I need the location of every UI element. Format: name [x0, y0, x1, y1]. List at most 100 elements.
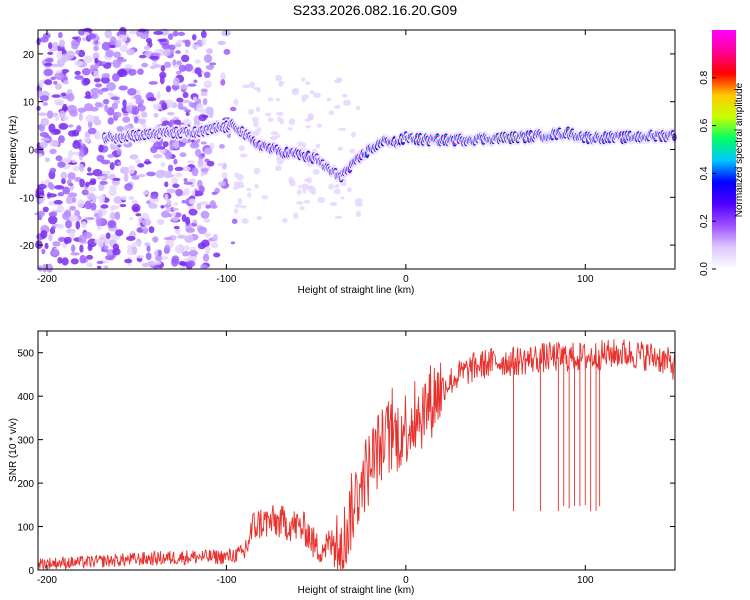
speckle-blob [107, 153, 115, 159]
speckle-blob [72, 36, 79, 40]
speckle-blob [55, 69, 62, 74]
speckle-blob [252, 120, 259, 128]
speckle-blob [181, 200, 186, 204]
speckle-blob [303, 199, 311, 204]
speckle-blob [129, 217, 134, 221]
speckle-blob [349, 148, 356, 154]
speckle-blob [99, 180, 108, 186]
speckle-blob [100, 204, 109, 209]
speckle-blob [89, 64, 96, 73]
speckle-blob [46, 263, 54, 273]
speckle-blob [124, 258, 133, 264]
speckle-blob [82, 37, 87, 41]
speckle-blob [107, 92, 113, 96]
speckle-blob [267, 97, 274, 102]
speckle-blob [51, 94, 61, 98]
speckle-blob [296, 189, 302, 196]
speckle-blob [98, 183, 105, 192]
speckle-blob [100, 159, 111, 165]
speckle-blob [177, 31, 186, 36]
speckle-blob [118, 58, 128, 63]
x-tick-label: 0 [403, 274, 409, 285]
speckle-blob [40, 137, 51, 142]
colorbar-tick-label: 0.2 [699, 214, 710, 228]
speckle-blob [167, 164, 174, 172]
speckle-blob [203, 54, 213, 63]
speckle-blob [93, 70, 100, 79]
speckle-blob [200, 30, 207, 39]
speckle-blob [87, 192, 96, 201]
speckle-blob [43, 68, 53, 77]
speckle-blob [77, 107, 87, 113]
speckle-blob [275, 165, 282, 172]
speckle-blob [58, 31, 63, 39]
speckle-blob [42, 101, 49, 106]
speckle-blob [238, 145, 245, 151]
speckle-blob [146, 260, 157, 267]
speckle-blob [122, 116, 131, 123]
speckle-blob [136, 255, 145, 259]
speckle-blob [309, 90, 315, 95]
speckle-blob [128, 68, 137, 76]
speckle-blob [276, 111, 284, 116]
speckle-blob [98, 176, 105, 180]
speckle-blob [135, 98, 145, 105]
speckle-blob [187, 83, 197, 87]
speckle-blob [205, 204, 211, 209]
speckle-blob [44, 242, 49, 250]
speckle-blob [65, 197, 74, 205]
speckle-blob [173, 225, 180, 230]
speckle-blob [108, 220, 115, 227]
speckle-blob [90, 92, 99, 99]
speckle-blob [124, 64, 133, 70]
speckle-blob [183, 245, 190, 251]
speckle-blob [146, 171, 156, 177]
speckle-blob [68, 130, 77, 137]
speckle-blob [175, 50, 181, 54]
speckle-blob [146, 245, 151, 253]
speckle-blob [128, 30, 138, 35]
speckle-blob [163, 170, 173, 179]
speckle-blob [90, 202, 97, 211]
speckle-blob [138, 105, 146, 112]
speckle-blob [52, 241, 61, 247]
speckle-blob [37, 183, 47, 190]
speckle-blob [76, 125, 82, 133]
speckle-blob [239, 205, 247, 209]
speckle-blob [79, 149, 85, 157]
speckle-blob [98, 194, 105, 204]
speckle-blob [312, 169, 320, 175]
y-tick-label: 400 [17, 392, 34, 403]
speckle-blob [98, 210, 103, 219]
snr-panel: -200 -100 0 100 0 100 200 300 400 500 Height of … [8, 330, 676, 596]
speckle-blob [54, 83, 62, 90]
speckle-blob [301, 94, 310, 100]
speckle-blob [116, 125, 124, 132]
speckle-blob [289, 179, 296, 187]
colorbar-ticks: 0.0 0.2 0.4 0.6 0.8 [699, 70, 716, 276]
speckle-blob [95, 83, 103, 88]
speckle-blob [108, 188, 117, 197]
speckle-blob [191, 44, 200, 49]
speckle-blob [79, 244, 84, 253]
speckle-blob [184, 63, 194, 72]
speckle-blob [58, 110, 66, 119]
speckle-blob [340, 196, 345, 200]
speckle-blob [253, 167, 261, 175]
speckle-blob [117, 34, 128, 43]
speckle-blob [179, 106, 188, 111]
speckle-blob [56, 204, 65, 213]
speckle-blob [185, 227, 196, 233]
speckle-blob [103, 265, 109, 269]
speckle-blob [46, 110, 54, 119]
speckle-blob [122, 99, 127, 108]
speckle-blob [159, 148, 166, 154]
speckle-blob [62, 106, 68, 112]
speckle-blob [79, 178, 85, 188]
speckle-blob [182, 92, 189, 99]
speckle-blob [233, 208, 239, 214]
x-tick-label: -100 [216, 575, 236, 586]
speckle-blob [94, 101, 102, 108]
speckle-blob [206, 160, 215, 167]
speckle-blob [70, 216, 77, 222]
